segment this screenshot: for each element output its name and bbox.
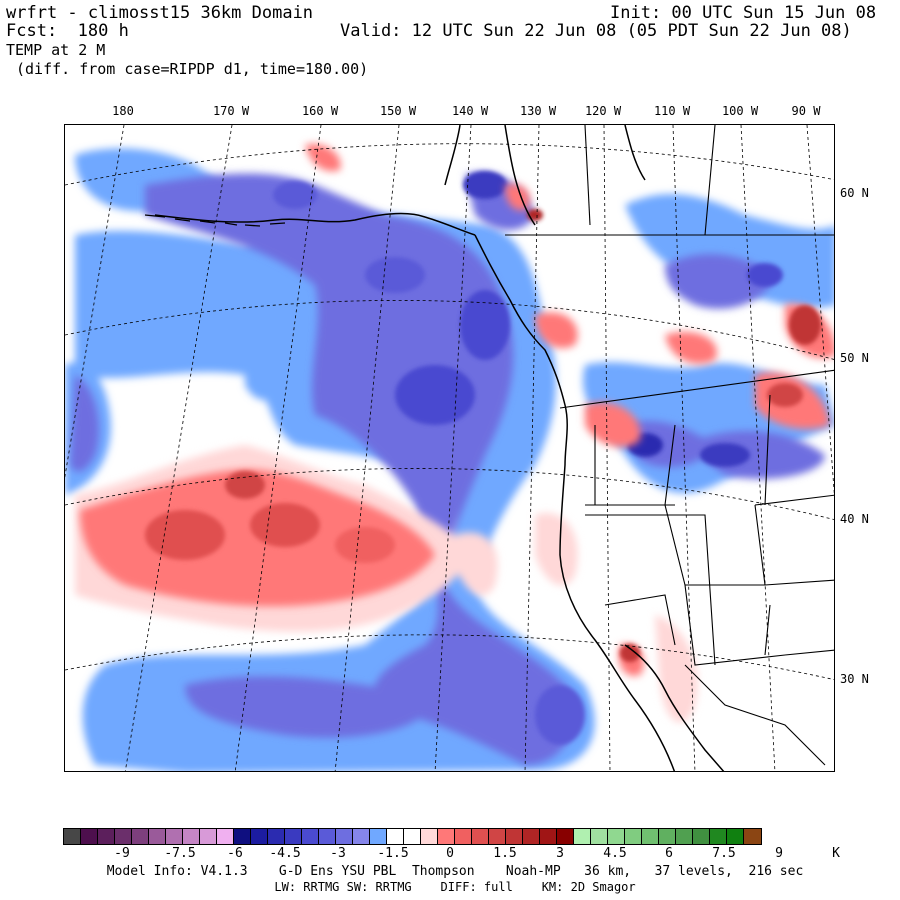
aleutian-islands xyxy=(144,214,286,227)
colorbar-swatch-26 xyxy=(506,829,523,844)
colorbar-swatch-3 xyxy=(115,829,132,844)
colorbar-swatch-10 xyxy=(234,829,251,844)
colorbar-label-9: 9 xyxy=(775,846,783,861)
colorbar-label-minus-7-5: -7.5 xyxy=(164,846,196,861)
lat-label-30n: 30 N xyxy=(840,672,869,686)
colorbar-swatch-13 xyxy=(285,829,302,844)
lon-label-110w: 110 W xyxy=(653,104,691,118)
colorbar-swatch-9 xyxy=(217,829,234,844)
colorbar-label-1-5: 1.5 xyxy=(493,846,517,861)
lon-label-130w: 130 W xyxy=(519,104,557,118)
warm-anomaly-core xyxy=(145,209,821,662)
model-info: Model Info: V4.1.3 G-D Ens YSU PBL Thomp… xyxy=(106,864,804,879)
colorbar-label-minus-4-5: -4.5 xyxy=(269,846,301,861)
colorbar-swatch-20 xyxy=(404,829,421,844)
colorbar-label-minus-9: -9 xyxy=(114,846,130,861)
colorbar-swatch-6 xyxy=(166,829,183,844)
coastlines xyxy=(154,125,725,771)
colorbar-swatch-1 xyxy=(81,829,98,844)
colorbar-label-minus-3: -3 xyxy=(330,846,346,861)
diff-info: (diff. from case=RIPDP d1, time=180.00) xyxy=(16,60,369,78)
forecast-hour: Fcst: 180 h xyxy=(6,21,129,41)
colorbar-swatch-22 xyxy=(438,829,455,844)
colorbar-swatch-34 xyxy=(642,829,659,844)
lon-label-90w: 90 W xyxy=(791,104,821,118)
colorbar-swatch-38 xyxy=(710,829,727,844)
colorbar-swatch-12 xyxy=(268,829,285,844)
model-title: wrfrt - climosst15 36km Domain xyxy=(6,3,314,23)
colorbar xyxy=(63,828,762,845)
lon-label-160w: 160 W xyxy=(301,104,339,118)
colorbar-label-6: 6 xyxy=(665,846,673,861)
graticule xyxy=(65,125,834,771)
colorbar-swatch-5 xyxy=(149,829,166,844)
colorbar-swatch-28 xyxy=(540,829,557,844)
colorbar-swatch-4 xyxy=(132,829,149,844)
colorbar-swatch-0 xyxy=(64,829,81,844)
map-panel xyxy=(64,124,835,772)
colorbar-swatch-30 xyxy=(574,829,591,844)
colorbar-swatch-23 xyxy=(455,829,472,844)
colorbar-swatch-35 xyxy=(659,829,676,844)
colorbar-swatch-21 xyxy=(421,829,438,844)
colorbar-label-7-5: 7.5 xyxy=(712,846,736,861)
colorbar-swatch-40 xyxy=(744,829,761,844)
colorbar-swatch-32 xyxy=(608,829,625,844)
colorbar-swatch-2 xyxy=(98,829,115,844)
cold-anomaly-core xyxy=(273,171,783,745)
colorbar-swatch-16 xyxy=(336,829,353,844)
colorbar-swatch-14 xyxy=(302,829,319,844)
lat-label-60n: 60 N xyxy=(840,186,869,200)
colorbar-swatch-39 xyxy=(727,829,744,844)
lat-label-40n: 40 N xyxy=(840,512,869,526)
lon-label-170w: 170 W xyxy=(212,104,250,118)
political-borders xyxy=(505,125,834,766)
colorbar-swatch-8 xyxy=(200,829,217,844)
colorbar-label-4-5: 4.5 xyxy=(603,846,627,861)
colorbar-swatch-17 xyxy=(353,829,370,844)
lon-label-140w: 140 W xyxy=(451,104,489,118)
colorbar-swatch-33 xyxy=(625,829,642,844)
lon-label-180: 180 xyxy=(112,104,134,118)
colorbar-swatch-19 xyxy=(387,829,404,844)
temperature-difference-field xyxy=(65,125,834,771)
colorbar-swatch-37 xyxy=(693,829,710,844)
colorbar-swatch-27 xyxy=(523,829,540,844)
lat-label-50n: 50 N xyxy=(840,351,869,365)
colorbar-unit: K xyxy=(832,846,840,861)
colorbar-label-minus-6: -6 xyxy=(227,846,243,861)
init-time: Init: 00 UTC Sun 15 Jun 08 xyxy=(610,3,877,23)
colorbar-swatch-29 xyxy=(557,829,574,844)
colorbar-swatch-15 xyxy=(319,829,336,844)
colorbar-swatch-18 xyxy=(370,829,387,844)
colorbar-label-minus-1-5: -1.5 xyxy=(377,846,409,861)
colorbar-swatch-24 xyxy=(472,829,489,844)
colorbar-label-3: 3 xyxy=(556,846,564,861)
colorbar-label-0: 0 xyxy=(446,846,454,861)
colorbar-swatch-31 xyxy=(591,829,608,844)
valid-time: Valid: 12 UTC Sun 22 Jun 08 (05 PDT Sun … xyxy=(340,21,852,41)
physics-info: LW: RRTMG SW: RRTMG DIFF: full KM: 2D Sm… xyxy=(274,880,636,894)
colorbar-swatch-11 xyxy=(251,829,268,844)
lon-label-120w: 120 W xyxy=(584,104,622,118)
colorbar-swatch-36 xyxy=(676,829,693,844)
colorbar-swatch-25 xyxy=(489,829,506,844)
field-name: TEMP at 2 M xyxy=(6,41,106,59)
lon-label-100w: 100 W xyxy=(721,104,759,118)
lon-label-150w: 150 W xyxy=(379,104,417,118)
colorbar-swatch-7 xyxy=(183,829,200,844)
